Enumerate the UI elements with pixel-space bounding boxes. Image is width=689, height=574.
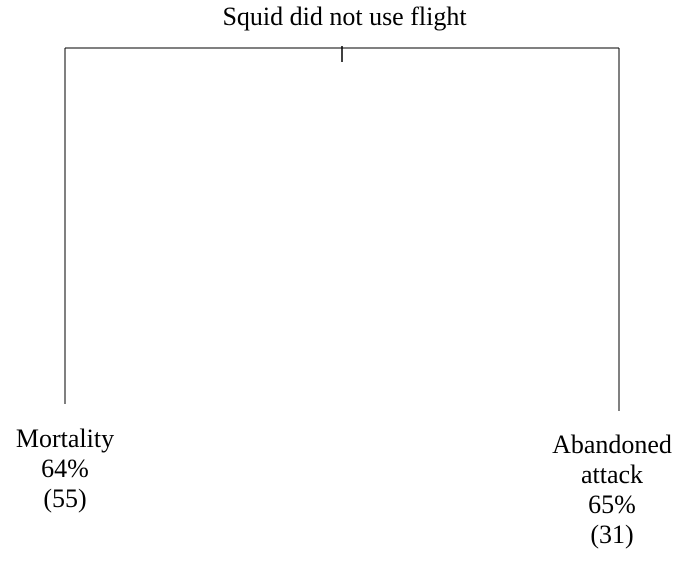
root-label-text: Squid did not use flight bbox=[222, 2, 467, 31]
right-leaf-label: Abandoned attack 65% (31) bbox=[537, 430, 687, 550]
root-node-label: Squid did not use flight bbox=[0, 2, 689, 32]
right-leaf-line-4: (31) bbox=[590, 520, 634, 549]
right-leaf-line-2: attack bbox=[580, 460, 644, 489]
left-leaf-line-1: Mortality bbox=[15, 424, 115, 453]
right-leaf-line-3: 65% bbox=[588, 490, 636, 519]
left-leaf-line-2: 64% bbox=[41, 454, 89, 483]
right-leaf-line-1: Abandoned bbox=[552, 430, 672, 459]
left-leaf-label: Mortality 64% (55) bbox=[0, 424, 130, 514]
left-leaf-line-3: (55) bbox=[43, 484, 87, 513]
